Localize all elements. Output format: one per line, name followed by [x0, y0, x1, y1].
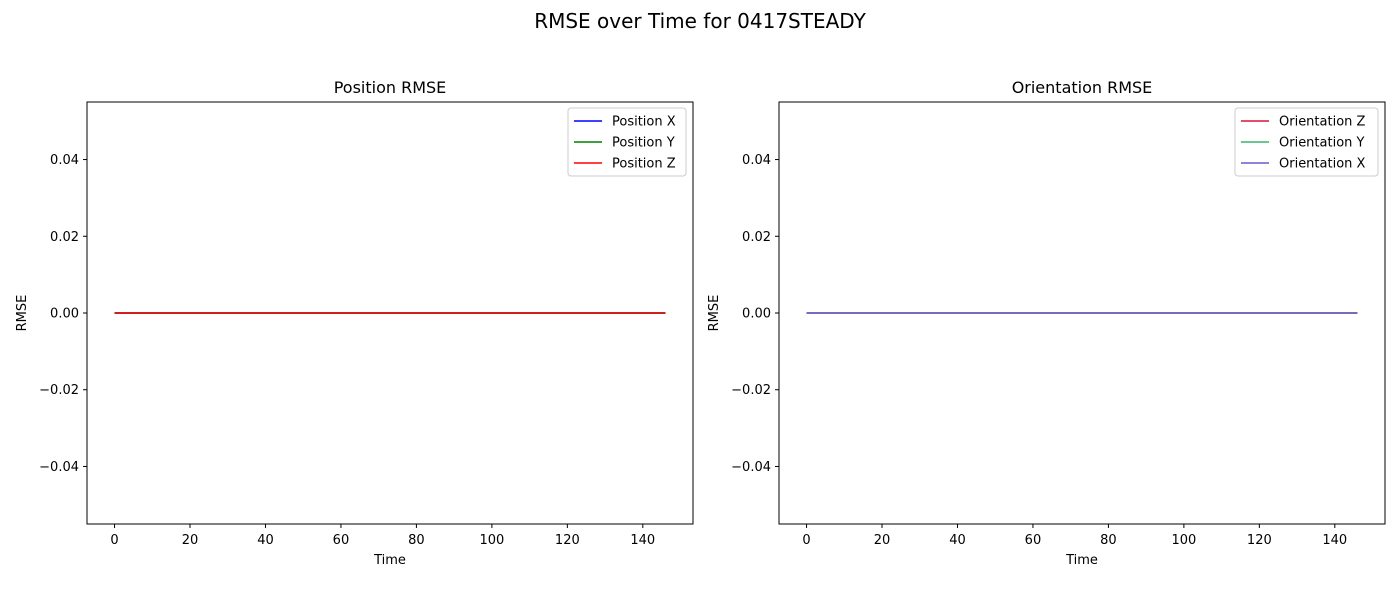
x-tick-label: 0: [110, 533, 118, 548]
x-tick-label: 40: [257, 533, 274, 548]
legend: Orientation Z Orientation Y Orientation X: [1234, 107, 1379, 177]
x-tick-label: 140: [630, 533, 655, 548]
y-tick-label: 0.02: [50, 230, 79, 245]
x-tick-label: 140: [1322, 533, 1347, 548]
y-tick-label: −0.04: [731, 460, 771, 475]
y-axis-label: RMSE: [15, 295, 30, 332]
figure-title: RMSE over Time for 0417STEADY: [534, 9, 866, 33]
y-tick-label: −0.04: [39, 460, 79, 475]
chart-title: Position RMSE: [334, 78, 447, 97]
chart-title: Orientation RMSE: [1012, 78, 1153, 97]
x-tick-label: 100: [479, 533, 504, 548]
x-tick-label: 0: [802, 533, 810, 548]
x-tick-label: 80: [408, 533, 425, 548]
x-tick-label: 120: [1247, 533, 1272, 548]
legend-box: [1234, 107, 1379, 177]
x-tick-label: 120: [555, 533, 580, 548]
orientation-rmse-axes: 0 20 40 60 80 100 120 140 −0.04 −0.02 0.00 0.02 0.04…: [707, 78, 1386, 568]
x-tick-label: 60: [333, 533, 350, 548]
x-tick-label: 20: [874, 533, 891, 548]
legend-label: Orientation X: [1279, 157, 1366, 172]
x-tick-label: 20: [182, 533, 199, 548]
legend-box: [567, 107, 687, 177]
y-tick-label: 0.02: [742, 230, 771, 245]
y-tick-label: −0.02: [731, 383, 771, 398]
legend: Position X Position Y Position Z: [567, 107, 687, 177]
y-tick-label: 0.04: [50, 153, 79, 168]
legend-label: Orientation Z: [1279, 115, 1366, 130]
y-tick-label: −0.02: [39, 383, 79, 398]
x-tick-label: 60: [1025, 533, 1042, 548]
legend-label: Position X: [612, 115, 676, 130]
position-rmse-axes: 0 20 40 60 80 100 120 140 −0.04 −0.02 0.00 0.02 0.04…: [15, 78, 694, 568]
x-tick-label: 80: [1100, 533, 1117, 548]
legend-label: Position Z: [612, 157, 676, 172]
x-axis-label: Time: [1065, 553, 1098, 568]
legend-label: Position Y: [612, 136, 675, 151]
legend-label: Orientation Y: [1279, 136, 1365, 151]
y-axis-label: RMSE: [707, 295, 722, 332]
y-tick-label: 0.04: [742, 153, 771, 168]
x-axis-label: Time: [373, 553, 406, 568]
x-tick-label: 40: [949, 533, 966, 548]
y-tick-label: 0.00: [742, 307, 771, 322]
y-tick-label: 0.00: [50, 307, 79, 322]
x-tick-label: 100: [1171, 533, 1196, 548]
